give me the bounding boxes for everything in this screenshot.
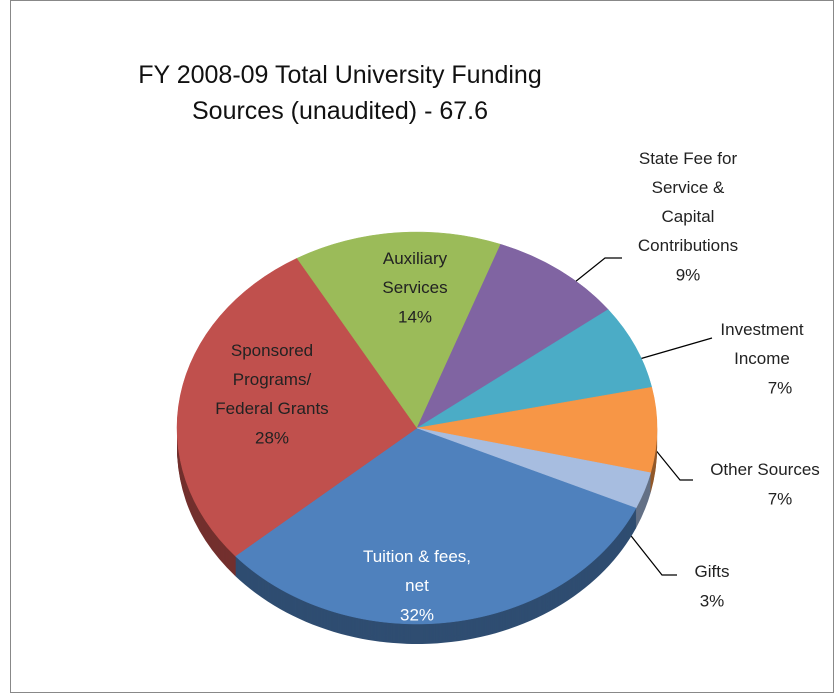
slice bbox=[176, 257, 418, 557]
leader-line bbox=[653, 447, 693, 481]
slice-label: Investment Income bbox=[720, 320, 803, 368]
slice bbox=[416, 386, 658, 474]
slice-label: Tuition & fees, net bbox=[363, 547, 471, 595]
value-label: 9% bbox=[676, 265, 701, 284]
leader-line bbox=[627, 531, 677, 576]
slice bbox=[416, 243, 609, 429]
slice-label: State Fee for Service & Capital Contributio… bbox=[638, 149, 738, 255]
chart-title: FY 2008-09 Total University Funding Sourc… bbox=[138, 61, 541, 125]
slice-label: Gifts bbox=[695, 562, 730, 581]
leader-line bbox=[574, 257, 622, 283]
slice bbox=[296, 231, 502, 429]
leader-line bbox=[635, 337, 713, 361]
value-label: 7% bbox=[768, 489, 793, 508]
slice-label: Other Sources bbox=[710, 460, 820, 479]
slice-label: Sponsored Programs/Federal Grants bbox=[215, 341, 328, 418]
value-label: 14% bbox=[398, 307, 432, 326]
value-label: 3% bbox=[700, 591, 725, 610]
slice-label: Auxiliary Services bbox=[382, 249, 447, 297]
value-label: 7% bbox=[768, 378, 793, 397]
slice bbox=[234, 427, 637, 625]
slice bbox=[416, 427, 651, 509]
value-label: 32% bbox=[400, 605, 434, 624]
slice bbox=[416, 309, 653, 429]
value-label: 28% bbox=[255, 428, 289, 447]
leader-lines bbox=[574, 257, 713, 576]
